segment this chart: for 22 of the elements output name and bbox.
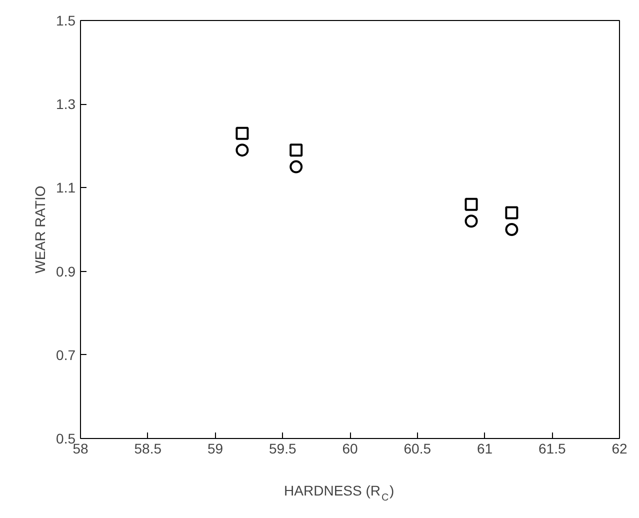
y-axis-title: WEAR RATIO (32, 186, 48, 274)
x-tick-label: 59.5 (269, 440, 296, 456)
point (236, 144, 249, 157)
y-tick-label: 0.7 (56, 346, 76, 363)
y-tick-label: 1.5 (56, 12, 76, 28)
x-tick-label: 59 (207, 440, 224, 456)
x-tick-label: 60.5 (404, 440, 432, 456)
y-tick-label: 1.1 (56, 180, 76, 196)
x-tick-label: 62 (612, 440, 628, 456)
x-tick-label: 60 (342, 440, 358, 456)
x-tick-label: 58.5 (134, 440, 162, 456)
y-tick-label: 1.3 (56, 96, 76, 112)
point (236, 126, 249, 140)
y-tick-label: 0.9 (56, 263, 76, 280)
point (290, 144, 303, 157)
point (505, 223, 518, 236)
point (464, 198, 478, 211)
point (505, 206, 518, 220)
point (464, 214, 478, 228)
point (290, 160, 303, 174)
x-tick-label: 61 (476, 440, 493, 456)
x-tick-label: 61.5 (538, 440, 566, 456)
